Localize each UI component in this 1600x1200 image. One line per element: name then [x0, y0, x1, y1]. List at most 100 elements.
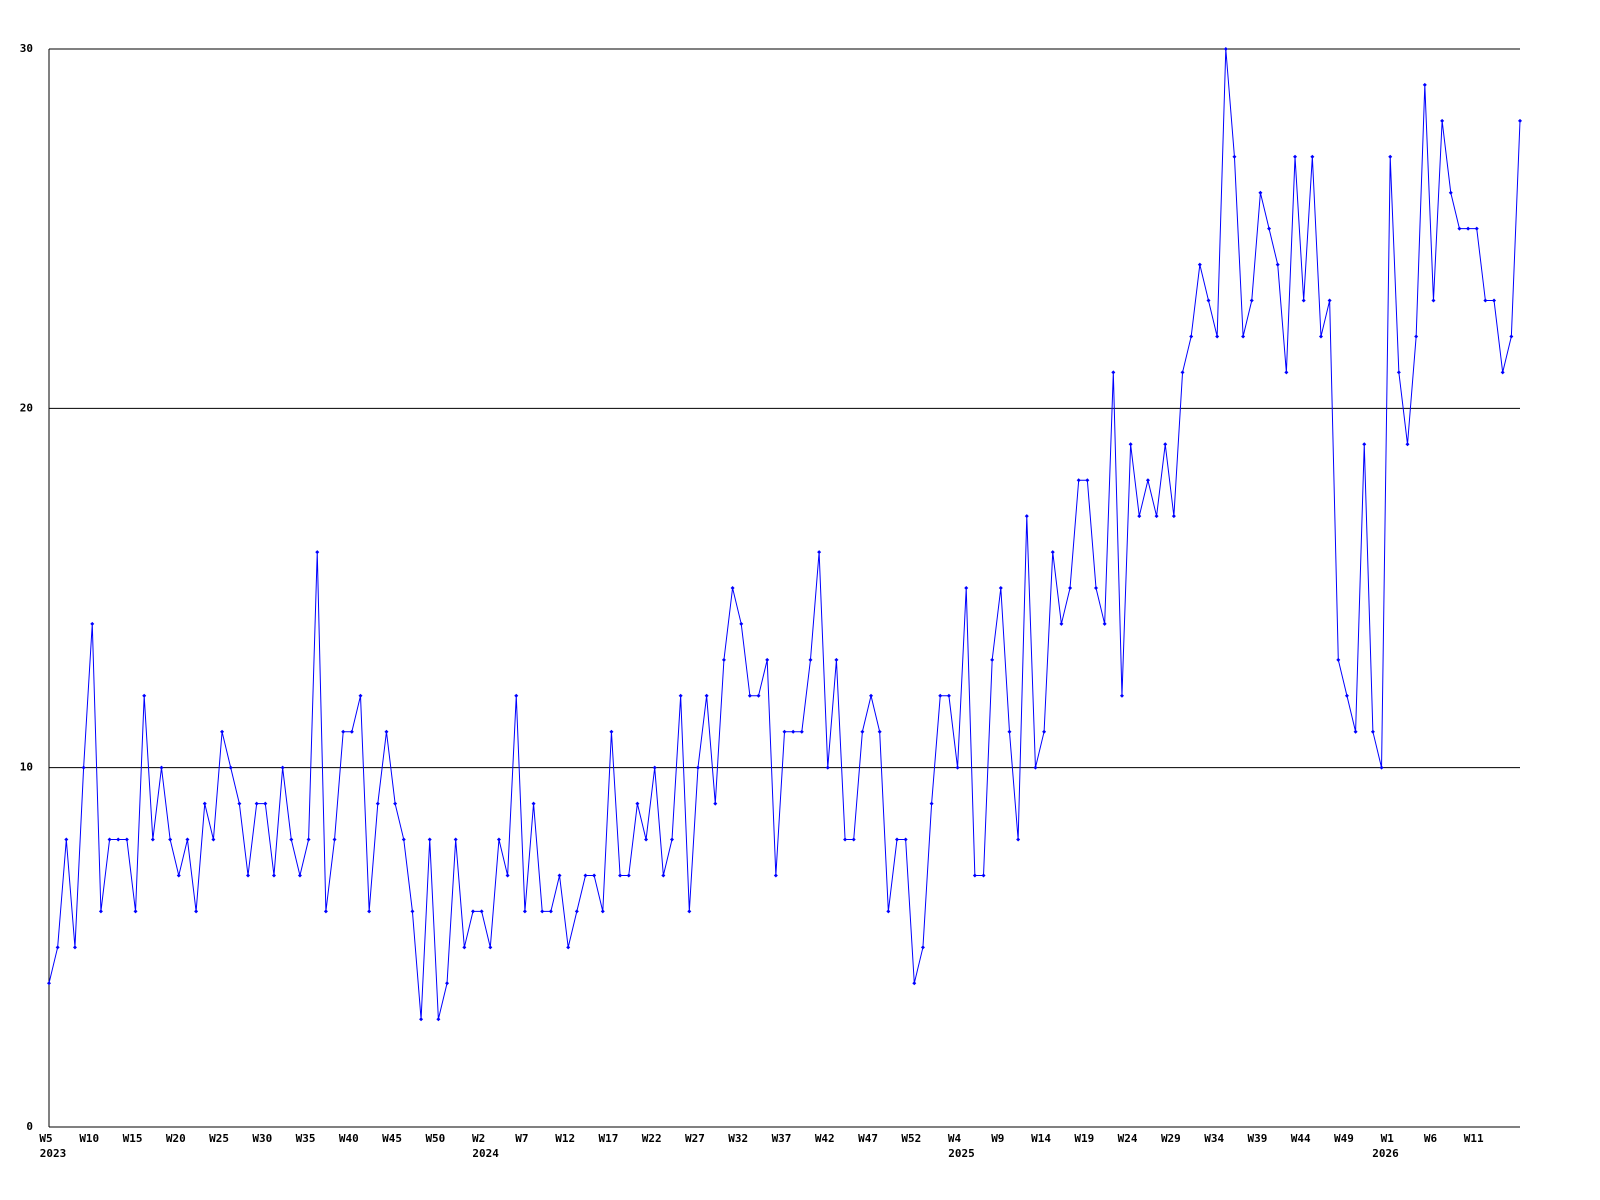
data-point — [583, 873, 588, 878]
data-point — [1094, 586, 1099, 590]
data-point — [929, 801, 934, 806]
data-point — [393, 801, 398, 806]
data-point — [116, 837, 121, 842]
x-tick-label: W29 — [1161, 1132, 1181, 1145]
x-year-label: 2024 — [472, 1147, 499, 1160]
data-point — [1518, 118, 1522, 123]
data-point — [981, 873, 986, 878]
x-tick-label: W42 — [815, 1132, 835, 1145]
data-point — [799, 729, 804, 734]
data-point — [64, 837, 69, 842]
x-tick-label: W1 — [1381, 1132, 1395, 1145]
x-tick-label: W35 — [296, 1132, 316, 1145]
data-point — [1457, 226, 1462, 231]
data-point — [540, 909, 545, 914]
data-point — [375, 801, 380, 806]
x-tick-label: W40 — [339, 1132, 359, 1145]
data-point — [894, 837, 899, 842]
data-point — [1119, 693, 1124, 698]
data-point — [1336, 657, 1341, 662]
x-tick-label: W50 — [425, 1132, 445, 1145]
data-point — [332, 837, 337, 842]
data-point — [877, 729, 882, 734]
data-point — [998, 586, 1003, 590]
data-point — [644, 837, 649, 842]
data-point — [445, 981, 450, 986]
data-point — [228, 765, 233, 770]
data-point — [1024, 514, 1029, 519]
data-point — [1059, 621, 1064, 626]
data-point — [462, 945, 467, 950]
data-point — [1206, 298, 1211, 303]
data-point — [1007, 729, 1012, 734]
data-point — [1197, 262, 1202, 267]
data-point — [955, 765, 960, 770]
data-point — [687, 909, 692, 914]
data-point — [237, 801, 242, 806]
x-tick-label: W25 — [209, 1132, 229, 1145]
data-point — [297, 873, 302, 878]
data-point — [358, 693, 363, 698]
data-point — [1344, 693, 1349, 698]
data-point — [557, 873, 562, 878]
data-point — [384, 729, 389, 734]
x-tick-label: W11 — [1464, 1132, 1484, 1145]
x-year-label: 2026 — [1372, 1147, 1399, 1160]
data-point — [1163, 442, 1168, 447]
data-point — [670, 837, 675, 842]
data-point — [765, 657, 770, 662]
data-point — [773, 873, 778, 878]
data-point — [1293, 154, 1298, 159]
x-tick-label: W47 — [858, 1132, 878, 1145]
data-point — [522, 909, 527, 914]
y-tick-label: 20 — [20, 401, 33, 414]
data-point — [1171, 514, 1176, 519]
y-tick-label: 30 — [20, 42, 33, 55]
data-point — [695, 765, 700, 770]
data-point — [427, 837, 432, 842]
data-point — [1189, 334, 1194, 339]
data-point — [1405, 442, 1410, 447]
data-point — [1050, 550, 1055, 555]
data-point — [211, 837, 216, 842]
data-point — [1102, 621, 1107, 626]
data-point — [271, 873, 276, 878]
data-point — [782, 729, 787, 734]
data-point — [1318, 334, 1323, 339]
data-point — [1474, 226, 1479, 231]
data-point — [47, 981, 51, 986]
data-point — [1137, 514, 1142, 519]
data-point — [168, 837, 173, 842]
data-point — [55, 945, 60, 950]
y-tick-label: 0 — [26, 1120, 33, 1133]
data-point — [159, 765, 164, 770]
data-point — [72, 945, 77, 950]
data-point — [1068, 586, 1073, 590]
x-tick-label: W6 — [1424, 1132, 1438, 1145]
data-point — [1249, 298, 1254, 303]
data-point — [1301, 298, 1306, 303]
data-point — [1241, 334, 1246, 339]
data-point — [246, 873, 251, 878]
data-point — [142, 693, 147, 698]
data-point — [1310, 154, 1315, 159]
x-tick-label: W17 — [599, 1132, 619, 1145]
data-point — [1327, 298, 1332, 303]
data-point — [1033, 765, 1038, 770]
data-point — [1111, 370, 1116, 375]
data-point — [124, 837, 129, 842]
data-point — [341, 729, 346, 734]
x-tick-label: W19 — [1074, 1132, 1094, 1145]
data-point — [1509, 334, 1514, 339]
data-point — [531, 801, 536, 806]
data-point — [574, 909, 579, 914]
y-tick-label: 10 — [20, 761, 33, 774]
data-point — [834, 657, 839, 662]
data-point — [479, 909, 484, 914]
x-tick-label: W24 — [1118, 1132, 1138, 1145]
data-point — [1440, 118, 1445, 123]
data-point — [496, 837, 501, 842]
data-point — [1492, 298, 1497, 303]
data-point — [514, 693, 519, 698]
data-point — [1085, 478, 1090, 483]
